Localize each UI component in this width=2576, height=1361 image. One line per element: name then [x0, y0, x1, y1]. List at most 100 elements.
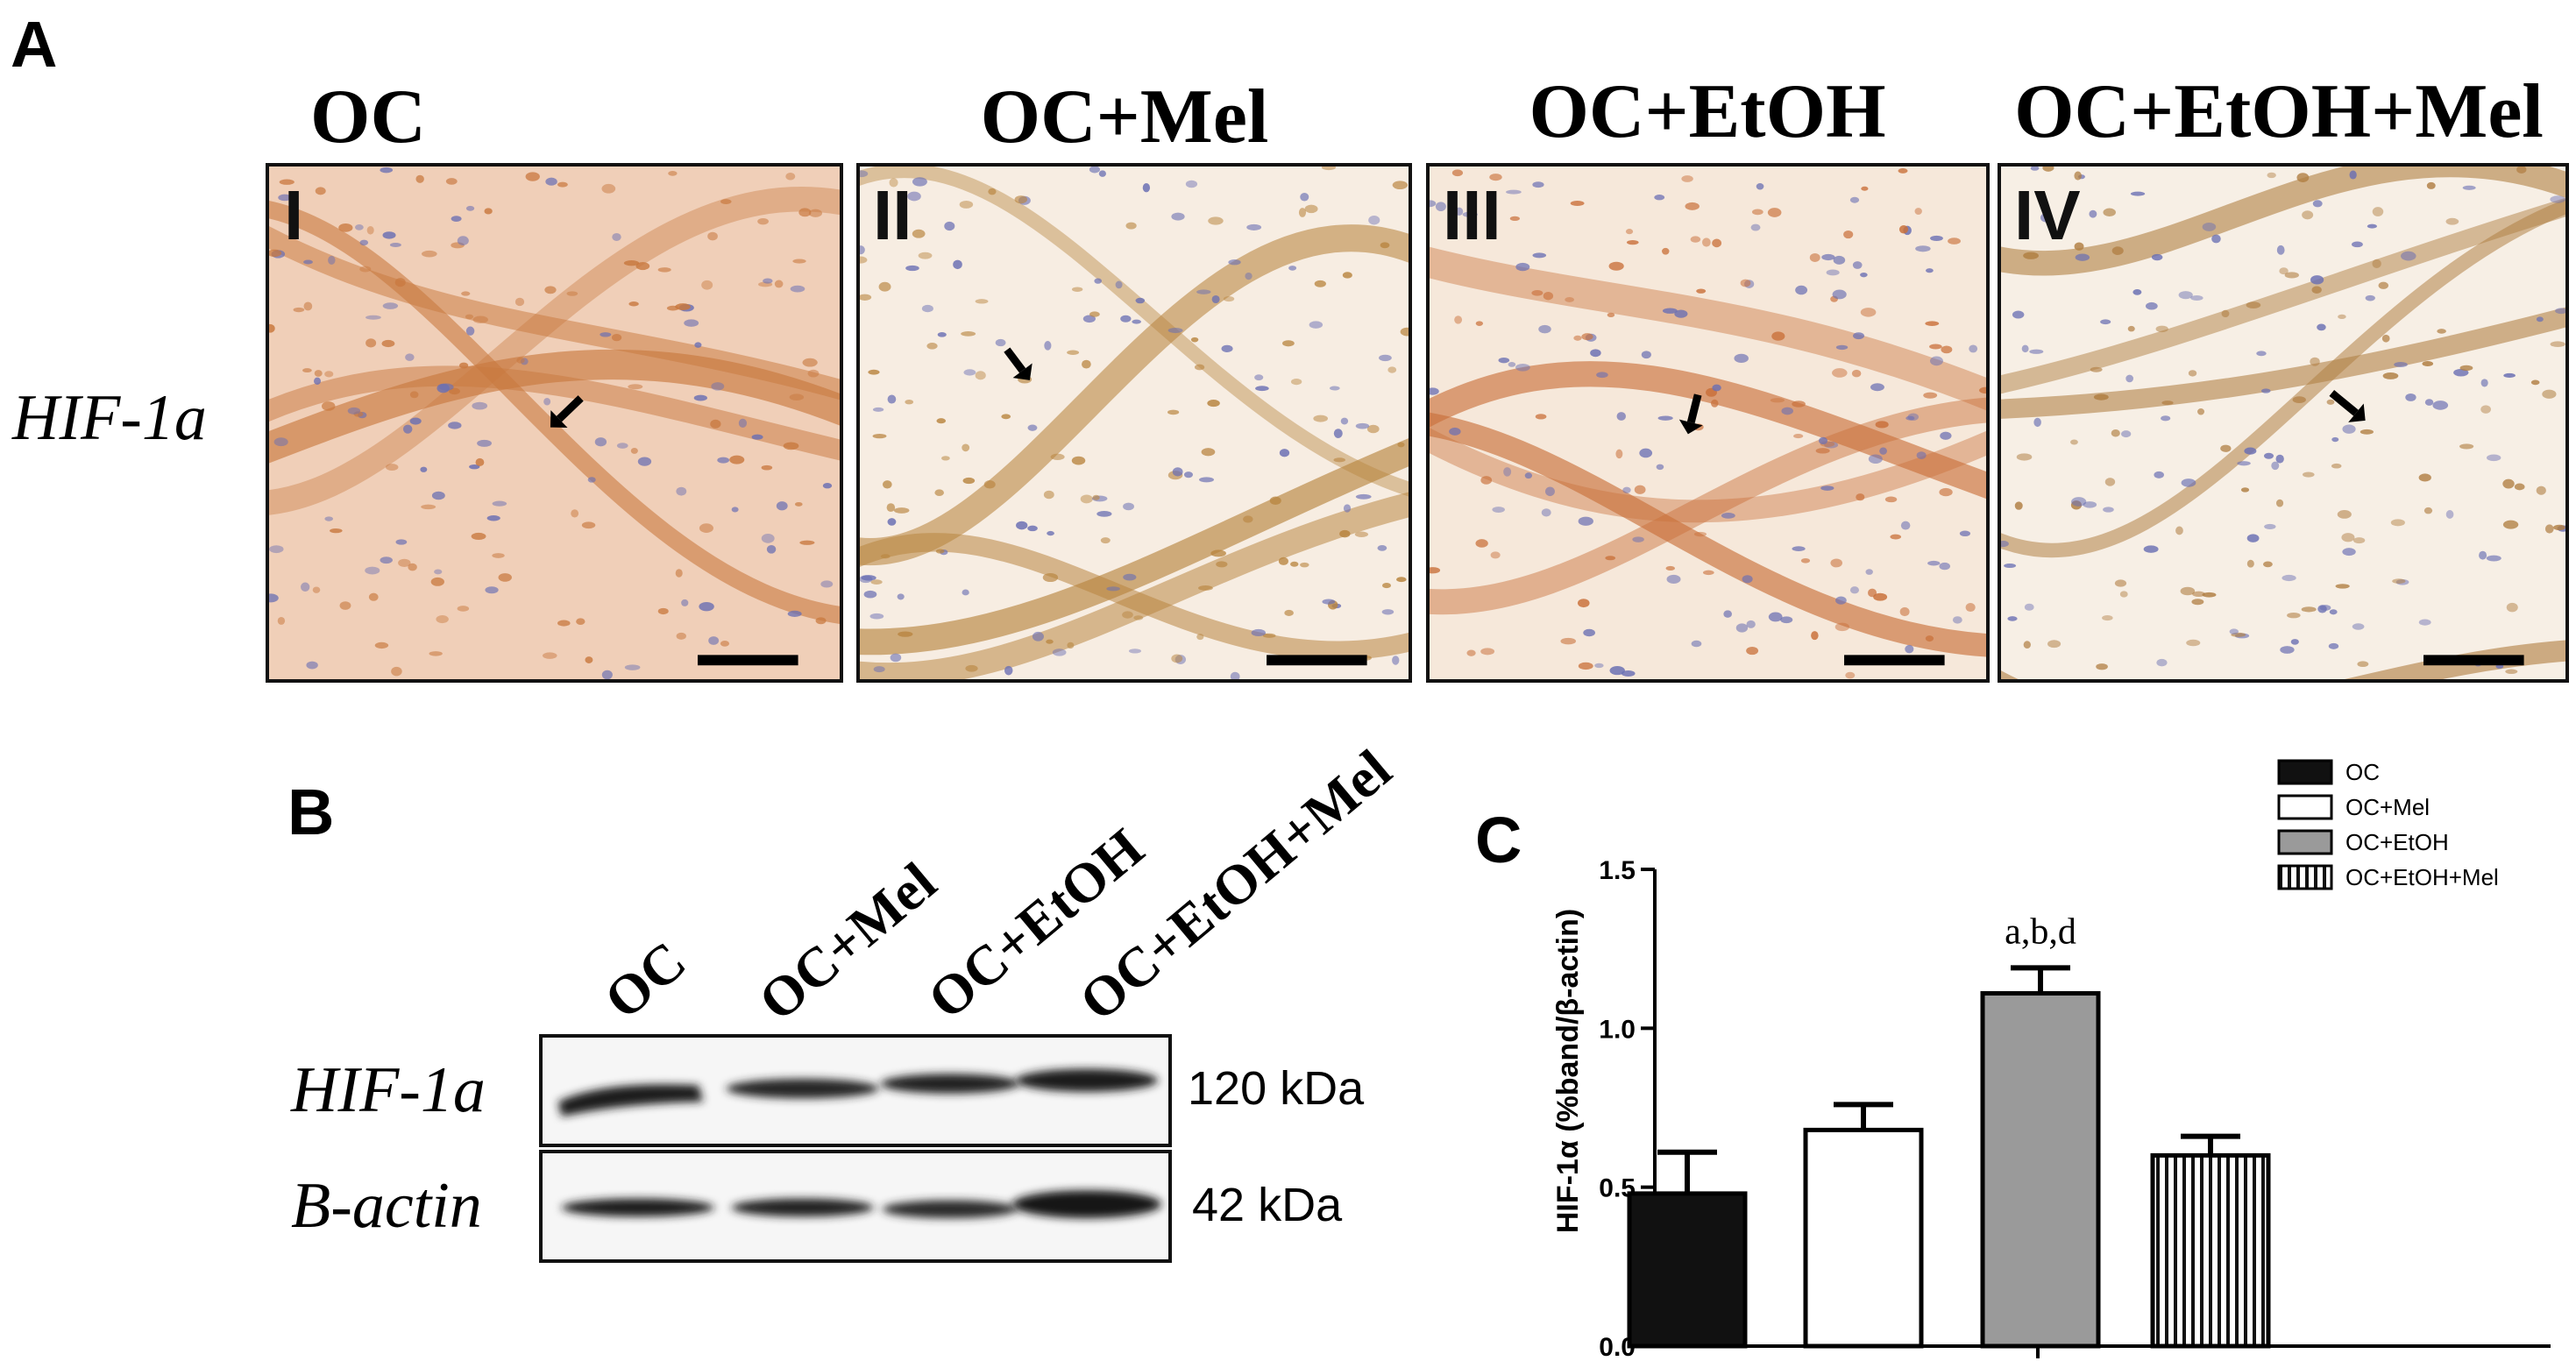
cell-nucleus: [421, 504, 436, 510]
stained-tissue-band: [2001, 197, 2565, 394]
stained-tissue-band: [860, 224, 1409, 565]
cell-nucleus: [657, 267, 671, 273]
cell-nucleus: [557, 620, 571, 627]
cell-nucleus: [2083, 501, 2097, 508]
cell-nucleus: [347, 407, 361, 415]
cell-nucleus: [628, 384, 643, 390]
cell-nucleus: [1355, 493, 1372, 500]
cell-nucleus: [711, 382, 725, 391]
cell-nucleus: [2418, 473, 2431, 482]
cell-nucleus: [1626, 240, 1639, 245]
cell-nucleus: [2240, 487, 2250, 493]
cell-nucleus: [1815, 448, 1830, 454]
cell-nucleus: [1043, 490, 1054, 500]
cell-nucleus: [2001, 541, 2009, 548]
cell-nucleus: [921, 304, 933, 313]
cell-nucleus: [868, 369, 880, 375]
cell-nucleus: [301, 582, 310, 592]
cell-nucleus: [386, 464, 399, 471]
cell-nucleus: [1480, 648, 1495, 656]
cell-nucleus: [1123, 502, 1134, 511]
cell-nucleus: [694, 342, 702, 348]
cell-nucleus: [1532, 181, 1544, 188]
cell-nucleus: [1711, 399, 1719, 408]
cell-nucleus: [2089, 209, 2097, 218]
cell-nucleus: [514, 297, 525, 307]
cell-nucleus: [1339, 529, 1351, 538]
cell-nucleus: [457, 606, 470, 612]
cell-nucleus: [1089, 167, 1101, 174]
cell-nucleus: [2312, 200, 2323, 208]
cell-nucleus: [1578, 516, 1593, 526]
cell-nucleus: [1067, 350, 1080, 355]
cell-nucleus: [1898, 225, 1909, 234]
cell-nucleus: [1830, 558, 1843, 568]
cell-nucleus: [2367, 223, 2377, 229]
cell-nucleus: [1622, 486, 1631, 493]
blot-row-label-2: B-actin: [291, 1170, 482, 1242]
cell-nucleus: [1662, 308, 1678, 314]
cell-nucleus: [2030, 167, 2040, 171]
cell-nucleus: [2536, 486, 2546, 495]
legend-swatch: [2277, 864, 2333, 890]
cell-nucleus: [1333, 457, 1345, 463]
cell-nucleus: [1290, 561, 1299, 567]
micrograph-numeral-2: II: [873, 176, 912, 254]
cell-nucleus: [1050, 453, 1065, 461]
micrograph-row-label: HIF-1a: [12, 382, 207, 454]
cell-nucleus: [1793, 434, 1804, 439]
cell-nucleus: [359, 266, 372, 273]
cell-nucleus: [1712, 238, 1722, 248]
cell-nucleus: [2246, 301, 2261, 308]
cell-nucleus: [2423, 507, 2433, 514]
cell-nucleus: [2392, 578, 2406, 584]
cell-nucleus: [1654, 195, 1665, 201]
cell-nucleus: [585, 656, 593, 663]
cell-nucleus: [278, 194, 292, 202]
cell-nucleus: [2275, 454, 2284, 464]
cell-nucleus: [1712, 384, 1721, 392]
cell-nucleus: [882, 480, 892, 489]
cell-nucleus: [873, 666, 885, 673]
cell-nucleus: [2281, 574, 2296, 582]
cell-nucleus: [1245, 272, 1253, 280]
cell-nucleus: [1515, 364, 1530, 372]
cell-nucleus: [668, 171, 678, 176]
cell-nucleus: [2244, 447, 2257, 455]
cell-nucleus: [1662, 247, 1670, 255]
cell-nucleus: [402, 424, 413, 434]
cell-nucleus: [2143, 545, 2159, 553]
cell-nucleus: [2014, 501, 2023, 510]
y-tick-label: 1.5: [1599, 856, 1636, 885]
legend-label: OC+EtOH: [2345, 829, 2449, 855]
cell-nucleus: [965, 664, 978, 672]
cell-nucleus: [807, 369, 820, 378]
cell-nucleus: [2093, 393, 2109, 401]
scale-bar: [1844, 655, 1945, 666]
cell-nucleus: [2514, 483, 2525, 491]
cell-nucleus: [1834, 622, 1850, 632]
cell-nucleus: [1632, 536, 1644, 542]
cell-nucleus: [2276, 245, 2285, 255]
cell-nucleus: [1366, 424, 1380, 434]
cell-nucleus: [382, 302, 399, 309]
cell-nucleus: [2342, 548, 2356, 556]
cell-nucleus: [2341, 533, 2355, 542]
cell-nucleus: [1795, 285, 1808, 295]
cell-nucleus: [2191, 599, 2204, 606]
cell-nucleus: [887, 518, 897, 526]
cell-nucleus: [1455, 207, 1464, 216]
cell-nucleus: [1503, 467, 1512, 477]
cell-nucleus: [2349, 170, 2357, 180]
cell-nucleus: [822, 483, 833, 489]
cell-nucleus: [2357, 661, 2369, 668]
cell-nucleus: [1693, 531, 1707, 537]
cell-nucleus: [2264, 523, 2276, 530]
cell-nucleus: [2186, 639, 2201, 647]
cell-nucleus: [1223, 295, 1235, 302]
cell-nucleus: [465, 326, 475, 336]
cell-nucleus: [374, 642, 389, 649]
cell-nucleus: [1532, 252, 1547, 259]
cell-nucleus: [612, 232, 621, 241]
cell-nucleus: [1849, 586, 1860, 594]
